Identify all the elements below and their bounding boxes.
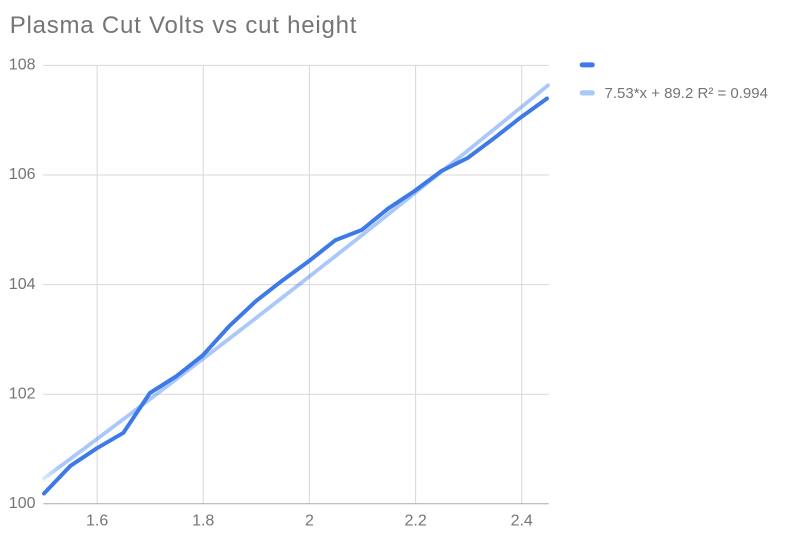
svg-text:Plasma Cut Volts vs cut height: Plasma Cut Volts vs cut height xyxy=(10,12,358,39)
svg-text:2.2: 2.2 xyxy=(404,512,426,529)
svg-text:104: 104 xyxy=(9,276,36,293)
svg-text:2.4: 2.4 xyxy=(511,512,533,529)
svg-text:106: 106 xyxy=(9,166,36,183)
svg-text:2: 2 xyxy=(305,512,314,529)
svg-text:1.6: 1.6 xyxy=(86,512,108,529)
svg-text:108: 108 xyxy=(9,57,36,74)
svg-text:1.8: 1.8 xyxy=(192,512,214,529)
svg-text:7.53*x + 89.2 R² = 0.994: 7.53*x + 89.2 R² = 0.994 xyxy=(605,85,768,102)
svg-text:102: 102 xyxy=(9,385,36,402)
svg-text:100: 100 xyxy=(9,495,36,512)
